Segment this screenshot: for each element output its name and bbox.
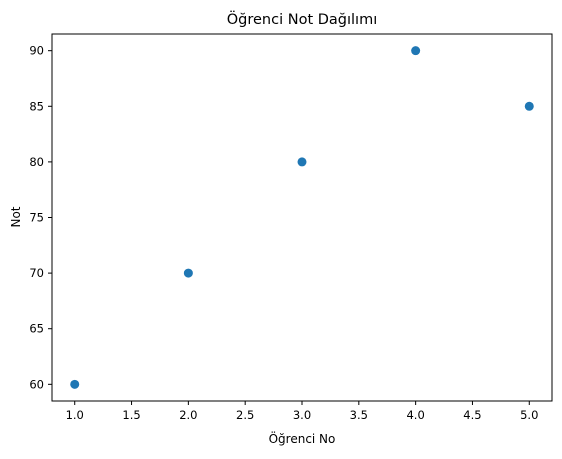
x-tick-label: 4.0 [406, 408, 424, 422]
data-points [70, 46, 534, 389]
y-axis-ticks: 60 65 70 75 80 85 90 [29, 44, 52, 391]
x-axis-label: Öğrenci No [269, 430, 336, 446]
data-point [297, 157, 307, 167]
x-axis-ticks: 1.0 1.5 2.0 2.5 3.0 3.5 4.0 4.5 5.0 [66, 401, 538, 422]
x-tick-label: 2.0 [179, 408, 197, 422]
plot-frame [51, 33, 553, 402]
y-tick-label: 65 [29, 322, 44, 336]
x-tick-label: 1.0 [66, 408, 84, 422]
y-tick-label: 75 [29, 211, 44, 225]
data-point [70, 379, 80, 389]
x-tick-label: 1.5 [122, 408, 140, 422]
y-tick-label: 85 [29, 99, 44, 113]
x-tick-label: 3.5 [350, 408, 368, 422]
y-axis-label: Not [9, 206, 23, 227]
data-point [411, 46, 421, 56]
y-tick-label: 90 [29, 44, 44, 58]
data-point [524, 101, 534, 111]
y-tick-label: 70 [29, 266, 44, 280]
y-tick-label: 60 [29, 377, 44, 391]
x-tick-label: 5.0 [520, 408, 538, 422]
data-point [183, 268, 193, 278]
y-tick-label: 80 [29, 155, 44, 169]
chart-title: Öğrenci Not Dağılımı [227, 10, 378, 28]
x-tick-label: 2.5 [236, 408, 254, 422]
x-tick-label: 3.0 [293, 408, 311, 422]
x-tick-label: 4.5 [463, 408, 481, 422]
